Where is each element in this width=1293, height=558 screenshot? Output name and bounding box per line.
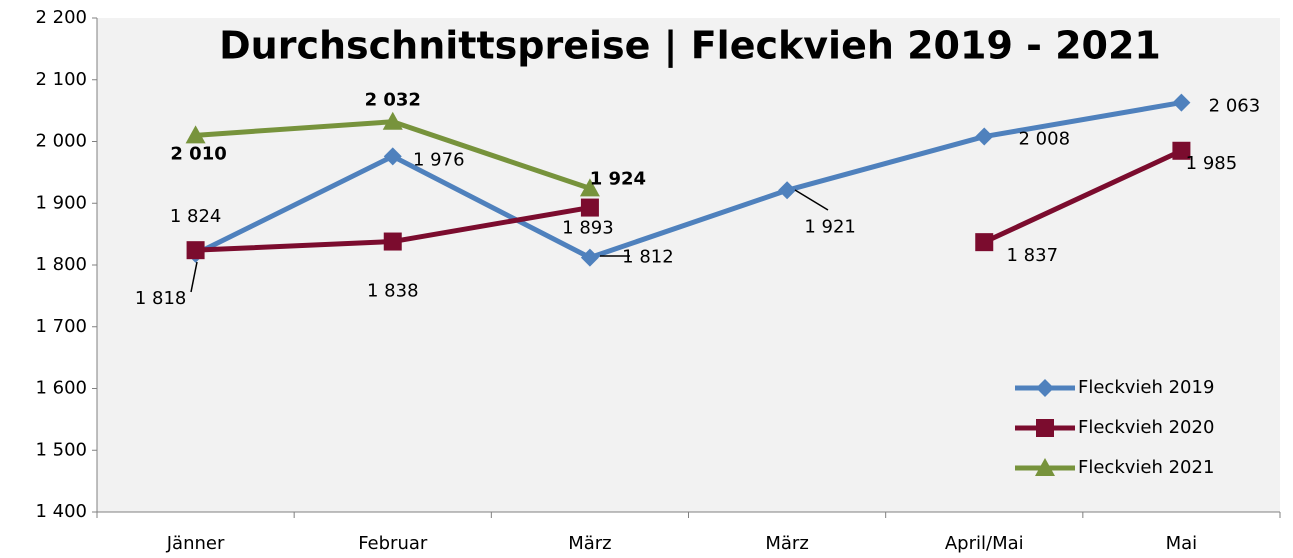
data-label: 2 010: [170, 143, 226, 164]
y-tick-label: 2 000: [35, 131, 87, 152]
marker: [580, 248, 599, 267]
y-tick-label: 1 900: [35, 192, 87, 213]
x-tick-label: Mai: [1166, 533, 1198, 554]
y-tick-label: 1 700: [35, 316, 87, 337]
data-label: 2 008: [1018, 129, 1070, 150]
x-tick-label: März: [568, 533, 611, 554]
data-label: 1 824: [170, 206, 222, 227]
x-tick-label: Februar: [358, 533, 428, 554]
marker: [1035, 458, 1055, 476]
legend-label: Fleckvieh 2019: [1078, 377, 1214, 398]
marker: [186, 241, 205, 260]
marker: [382, 111, 403, 130]
y-tick-label: 1 500: [35, 439, 87, 460]
x-tick-label: April/Mai: [945, 533, 1024, 554]
y-tick-label: 2 100: [35, 69, 87, 90]
x-tick-label: März: [765, 533, 808, 554]
data-label: 1 893: [562, 218, 614, 239]
marker: [579, 178, 600, 197]
data-label: 2 063: [1209, 96, 1261, 117]
marker: [1036, 379, 1054, 397]
data-label: 1 818: [135, 288, 187, 309]
legend-label: Fleckvieh 2021: [1078, 457, 1214, 478]
y-tick-label: 2 200: [35, 7, 87, 28]
data-label: 1 924: [590, 168, 646, 189]
x-tick-label: Jänner: [166, 533, 225, 554]
chart-title: Durchschnittspreise | Fleckvieh 2019 - 2…: [219, 24, 1161, 69]
data-label: 1 812: [622, 247, 674, 268]
marker: [383, 147, 402, 166]
plot-area: [97, 18, 1280, 512]
data-label: 2 032: [365, 90, 421, 111]
marker: [1172, 141, 1191, 160]
marker: [778, 181, 797, 200]
data-label: 1 838: [367, 281, 419, 302]
data-label: 1 976: [413, 149, 465, 170]
y-tick-label: 1 800: [35, 254, 87, 275]
data-label: 1 985: [1186, 153, 1238, 174]
series-line: [194, 100, 1182, 261]
legend-label: Fleckvieh 2020: [1078, 417, 1214, 438]
data-label: 1 837: [1006, 245, 1058, 266]
data-label: 1 921: [804, 216, 856, 237]
marker: [975, 127, 994, 146]
marker: [975, 233, 994, 252]
y-tick-label: 1 400: [35, 501, 87, 522]
y-tick-label: 1 600: [35, 378, 87, 399]
marker: [1036, 419, 1054, 437]
marker: [185, 125, 206, 144]
leader-line: [794, 189, 829, 211]
marker: [383, 232, 402, 251]
marker: [580, 198, 599, 217]
marker: [1172, 93, 1191, 112]
leader-line: [190, 261, 198, 293]
